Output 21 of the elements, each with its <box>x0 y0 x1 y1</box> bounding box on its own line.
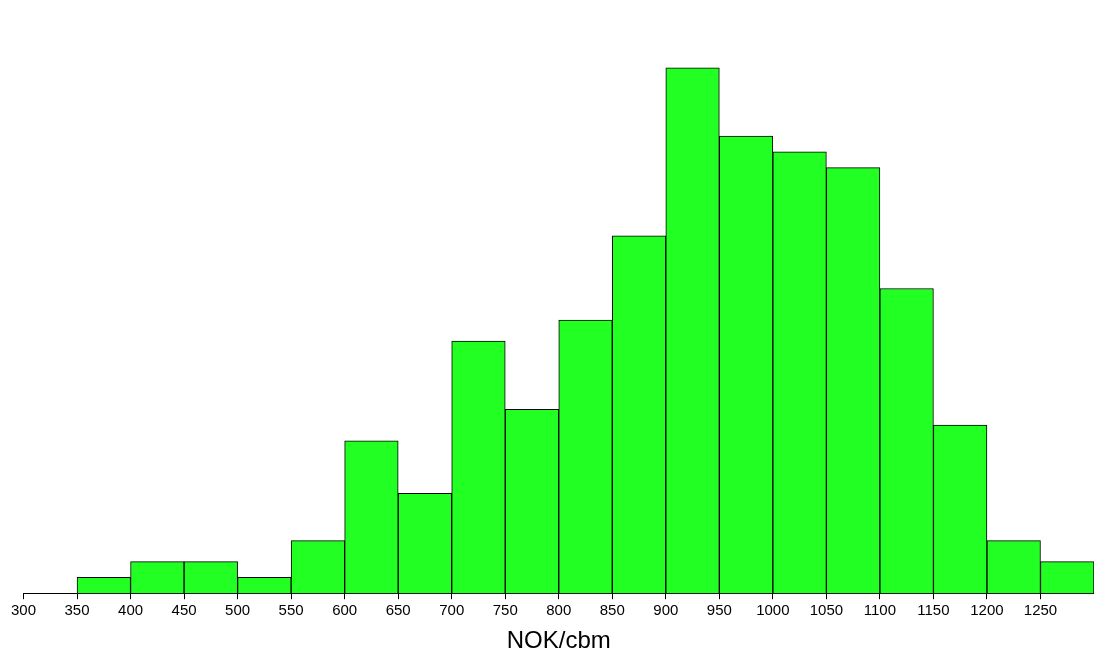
x-tick-label: 300 <box>11 601 37 619</box>
x-tick-label: 1200 <box>970 601 1004 619</box>
x-tick-label: 1100 <box>863 601 897 619</box>
x-axis-title: NOK/cbm <box>506 626 611 654</box>
x-tick-label: 450 <box>171 601 197 619</box>
x-tick-label: 550 <box>278 601 304 619</box>
x-tick-label: 500 <box>225 601 251 619</box>
x-tick-label: 600 <box>332 601 358 619</box>
x-tick-label: 700 <box>439 601 465 619</box>
x-tick-label: 950 <box>706 601 732 619</box>
x-tick-label: 750 <box>492 601 518 619</box>
x-tick-label: 1000 <box>756 601 790 619</box>
x-tick-label: 400 <box>118 601 144 619</box>
x-tick-label: 850 <box>599 601 625 619</box>
x-tick-label: 1150 <box>917 601 950 619</box>
x-tick-label: 350 <box>64 601 90 619</box>
x-tick-label: 800 <box>546 601 572 619</box>
x-tick-label: 900 <box>653 601 679 619</box>
x-tick-label: 1050 <box>809 601 844 619</box>
x-tick-label: 650 <box>385 601 411 619</box>
x-tick-label: 1250 <box>1023 601 1058 619</box>
